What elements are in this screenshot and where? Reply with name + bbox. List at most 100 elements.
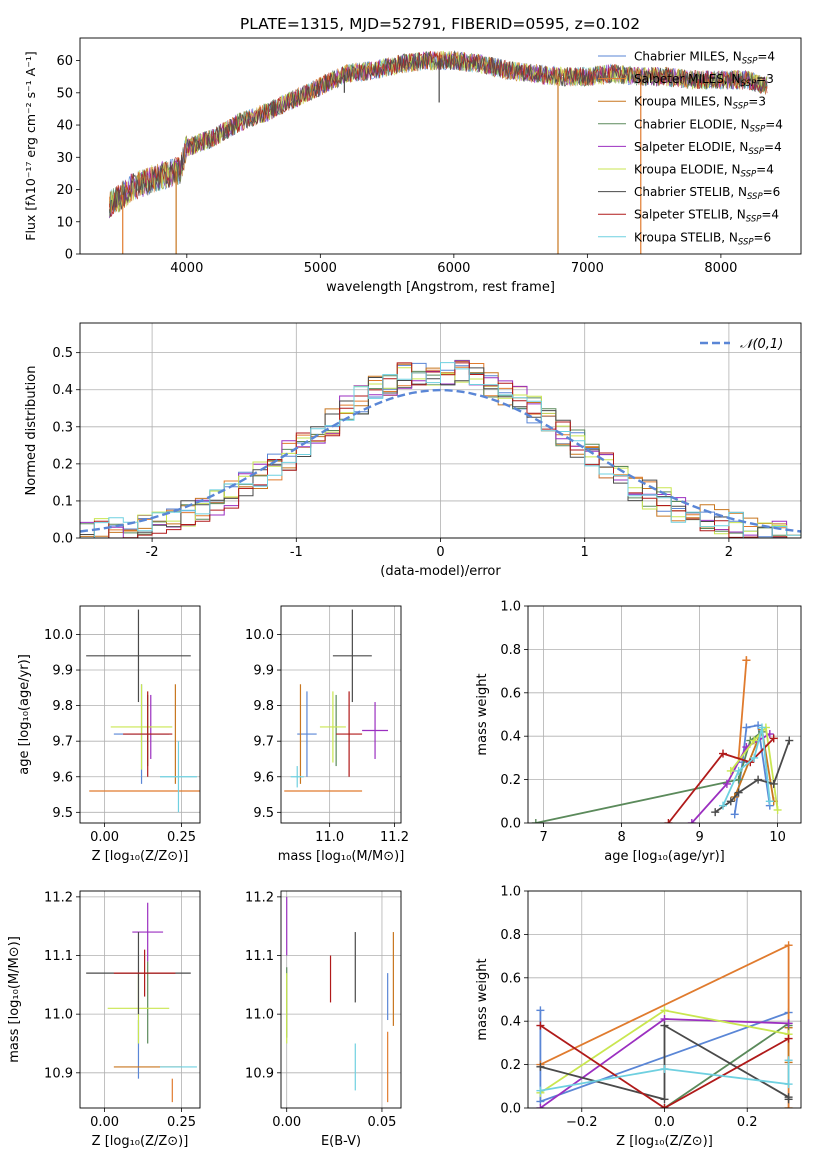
age-vs-Z-ylabel: age [log₁₀(age/yr)] xyxy=(17,654,32,775)
weight-vs-Z-ytick-label: 0.6 xyxy=(500,971,521,986)
mass-vs-EBV-xlabel: E(B-V) xyxy=(321,1134,361,1149)
age-vs-mass-xtick-label: 11.0 xyxy=(315,830,344,845)
age-vs-Z-axes: 0.00 0.25 9.5 9.6 9.7 9.8 9.9 10.0 Z [log₁₀(Z/Z⊙… xyxy=(17,606,200,864)
mass-vs-EBV-ytick-label: 11.2 xyxy=(245,890,274,905)
spectrum-frame xyxy=(79,37,802,255)
mass-vs-EBV-axes: 0.00 0.05 10.9 11.0 11.1 11.2 E(B-V) xyxy=(245,890,401,1149)
legend-label: Salpeter MILES, NSSP=3 xyxy=(634,72,774,89)
mass-vs-Z-ytick-label: 10.9 xyxy=(44,1066,73,1081)
mass-vs-Z-ytick-label: 11.1 xyxy=(44,949,73,964)
weight-vs-age-frame xyxy=(527,605,802,824)
weight-series-line xyxy=(737,660,748,758)
weight-vs-age-xtick-label: 10 xyxy=(769,830,786,845)
legend-label: Salpeter ELODIE, NSSP=4 xyxy=(634,140,782,157)
age-vs-mass-ytick-label: 9.8 xyxy=(253,699,274,714)
legend-label: Chabrier ELODIE, NSSP=4 xyxy=(634,117,783,134)
mass-vs-Z-ytick-label: 11.0 xyxy=(44,1008,73,1023)
age-vs-Z-ytick-label: 9.7 xyxy=(52,735,73,750)
mass-vs-Z-axes: 0.00 0.25 10.9 11.0 11.1 11.2 Z [log₁₀(Z/Z⊙)] m… xyxy=(7,890,200,1149)
weight-vs-age-ytick-label: 0.6 xyxy=(500,686,521,701)
age-vs-mass-ytick-label: 9.6 xyxy=(253,770,274,785)
legend-label: Chabrier MILES, NSSP=4 xyxy=(634,50,775,67)
age-vs-Z-frame xyxy=(79,605,201,824)
spectrum-title: PLATE=1315, MJD=52791, FIBERID=0595, z=0… xyxy=(240,15,640,33)
mass-vs-Z-xtick-label: 0.25 xyxy=(167,1115,196,1130)
mass-vs-EBV-xtick-label: 0.00 xyxy=(272,1115,301,1130)
weight-vs-Z-xtick-label: −0.2 xyxy=(566,1115,598,1130)
age-vs-mass-ytick-label: 9.7 xyxy=(253,735,274,750)
spectrum-xtick-label: 8000 xyxy=(704,261,737,276)
residuals-xtick-label: -2 xyxy=(146,545,159,560)
age-vs-mass-ytick-label: 10.0 xyxy=(245,628,274,643)
residuals-frame xyxy=(79,322,802,539)
weight-vs-age-xtick-label: 9 xyxy=(695,830,703,845)
spectrum-ytick-label: 30 xyxy=(56,151,73,166)
spectrum-xtick-label: 7000 xyxy=(571,261,604,276)
age-vs-Z-xlabel: Z [log₁₀(Z/Z⊙)] xyxy=(92,849,189,864)
mass-vs-Z-frame xyxy=(79,890,201,1109)
age-vs-Z-ytick-label: 10.0 xyxy=(44,628,73,643)
spectrum-xtick-label: 6000 xyxy=(437,261,470,276)
weight-series-line xyxy=(667,737,775,823)
weight-vs-age-ytick-label: 0.0 xyxy=(500,817,521,832)
age-vs-Z-plot-area xyxy=(86,609,200,813)
legend-label: 𝒩(0,1) xyxy=(740,337,783,352)
age-vs-mass-plot-area xyxy=(284,609,389,792)
age-vs-Z-ytick-label: 9.9 xyxy=(52,664,73,679)
mass-vs-Z-plot-area xyxy=(86,902,197,1103)
residuals-xtick-label: 2 xyxy=(725,545,733,560)
weight-vs-age-xtick-label: 8 xyxy=(617,830,625,845)
residuals-legend: 𝒩(0,1) xyxy=(700,337,783,352)
age-vs-mass-xlabel: mass [log₁₀(M/M⊙)] xyxy=(278,849,405,864)
weight-series-line xyxy=(540,1060,790,1092)
age-vs-mass-ytick-label: 9.9 xyxy=(253,664,274,679)
legend-label: Kroupa MILES, NSSP=3 xyxy=(634,95,766,112)
legend-label: Chabrier STELIB, NSSP=6 xyxy=(634,185,780,202)
weight-series-line xyxy=(539,1024,790,1108)
weight-vs-Z-ytick-label: 0.4 xyxy=(500,1015,521,1030)
spectrum-ytick-label: 10 xyxy=(56,215,73,230)
mass-vs-Z-xtick-label: 0.00 xyxy=(90,1115,119,1130)
spectrum-ytick-label: 20 xyxy=(56,183,73,198)
weight-vs-Z-plot-area xyxy=(536,941,793,1108)
residuals-axes: -2 -1 0 1 2 0.0 0.1 0.2 0.3 0.4 0.5 (data-model)/er… xyxy=(24,323,801,579)
mass-vs-EBV-plot-area xyxy=(286,896,394,1103)
spectrum-ytick-label: 40 xyxy=(56,119,73,134)
residuals-xtick-label: 0 xyxy=(436,545,444,560)
spectrum-ytick-label: 0 xyxy=(65,248,73,263)
residuals-ytick-label: 0.5 xyxy=(52,346,73,361)
mass-vs-EBV-frame xyxy=(280,890,402,1109)
weight-vs-age-ytick-label: 1.0 xyxy=(500,600,521,615)
spectrum-xtick-label: 4000 xyxy=(170,261,203,276)
weight-vs-Z-xtick-label: 0.0 xyxy=(654,1115,675,1130)
weight-vs-Z-ytick-label: 1.0 xyxy=(500,885,521,900)
residuals-ytick-label: 0.4 xyxy=(52,383,73,398)
spectrum-ytick-label: 60 xyxy=(56,54,73,69)
spectrum-xtick-label: 5000 xyxy=(304,261,337,276)
mass-vs-EBV-xtick-label: 0.05 xyxy=(367,1115,396,1130)
weight-vs-age-xlabel: age [log₁₀(age/yr)] xyxy=(604,849,725,864)
mass-vs-EBV-ytick-label: 11.0 xyxy=(245,1008,274,1023)
spectrum-legend: Chabrier MILES, NSSP=4 Salpeter MILES, NS… xyxy=(598,50,783,247)
weight-vs-Z-ytick-label: 0.0 xyxy=(500,1102,521,1117)
weight-vs-Z-axes: −0.2 0.0 0.2 0.0 0.2 0.4 0.6 0.8 1.0 Z [log₁₀(Z/Z… xyxy=(475,885,801,1149)
legend-label: Kroupa ELODIE, NSSP=4 xyxy=(634,163,774,180)
weight-vs-Z-frame xyxy=(527,890,802,1109)
weight-series-line xyxy=(714,740,791,813)
age-vs-Z-ytick-label: 9.8 xyxy=(52,699,73,714)
weight-vs-Z-xlabel: Z [log₁₀(Z/Z⊙)] xyxy=(616,1134,713,1149)
weight-vs-age-plot-area xyxy=(531,656,794,823)
residuals-ytick-label: 0.3 xyxy=(52,420,73,435)
age-vs-mass-axes: 11.0 11.2 9.5 9.6 9.7 9.8 9.9 10.0 mass [log₁₀(M… xyxy=(245,606,409,864)
spectrum-axes: 4000 5000 6000 7000 8000 0 10 20 30 40 50 60 wavelen… xyxy=(23,50,768,295)
spectrum-ytick-label: 50 xyxy=(56,86,73,101)
residuals-ytick-label: 0.2 xyxy=(52,457,73,472)
residuals-plot-area xyxy=(80,359,801,538)
spectrum-ylabel: Flux [fλ10⁻¹⁷ erg cm⁻² s⁻¹ A⁻¹] xyxy=(23,51,38,240)
residuals-ylabel: Normed distribution xyxy=(24,366,39,496)
weight-vs-Z-ylabel: mass weight xyxy=(475,958,490,1040)
residuals-xtick-label: -1 xyxy=(290,545,303,560)
age-vs-Z-ytick-label: 9.6 xyxy=(52,770,73,785)
weight-vs-age-ytick-label: 0.2 xyxy=(500,773,521,788)
spectrum-xlabel: wavelength [Angstrom, rest frame] xyxy=(326,280,555,295)
